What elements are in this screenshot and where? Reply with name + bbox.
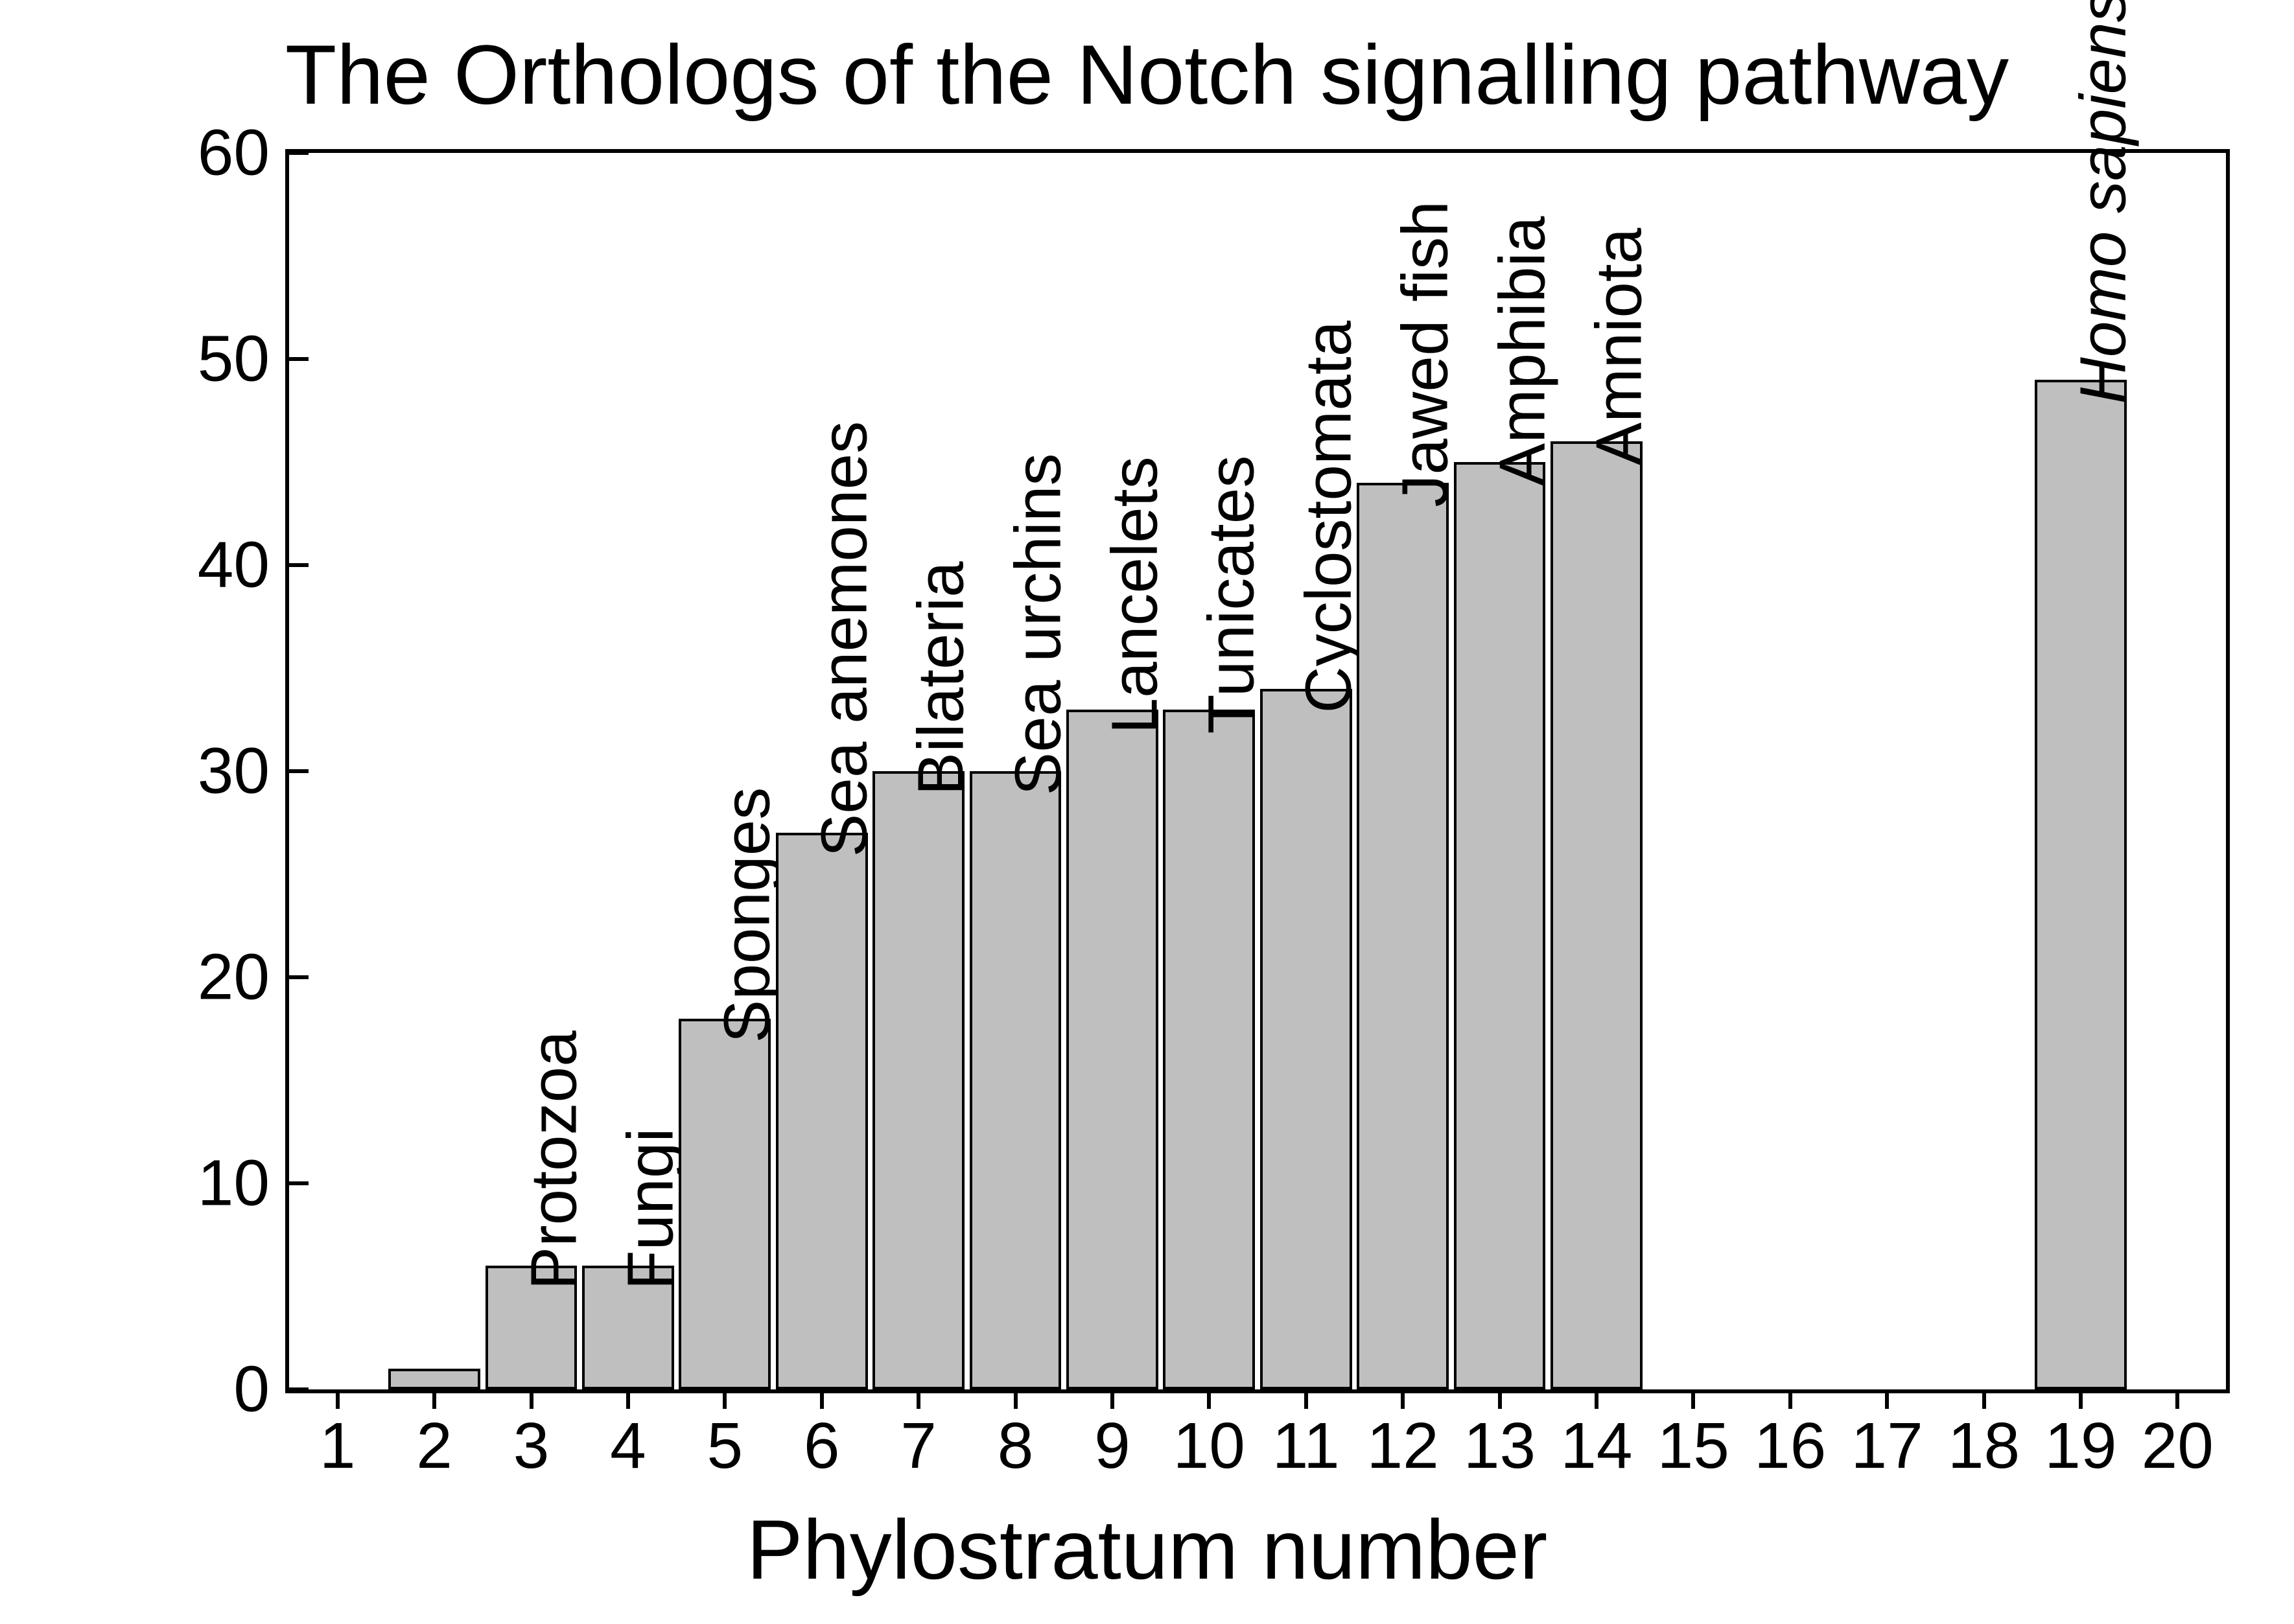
x-tick-mark (626, 1389, 630, 1409)
x-tick-mark (1304, 1389, 1308, 1409)
y-tick-label: 60 (198, 116, 289, 191)
x-tick-mark (723, 1389, 727, 1409)
y-tick-label: 10 (198, 1146, 289, 1221)
bar (388, 1369, 480, 1389)
y-tick-label: 0 (233, 1352, 289, 1427)
y-tick-mark (289, 1387, 309, 1391)
y-tick-mark (289, 151, 309, 155)
bar (679, 1019, 771, 1389)
bar-label: Homo sapiens (2066, 0, 2140, 404)
y-tick-mark (289, 975, 309, 979)
bar-label: Cyclostomata (1291, 321, 1366, 713)
y-tick-label: 40 (198, 528, 289, 603)
bar (1454, 462, 1546, 1389)
x-tick-mark (336, 1389, 340, 1409)
y-tick-label: 50 (198, 322, 289, 397)
x-tick-mark (1110, 1389, 1114, 1409)
x-tick-mark (1498, 1389, 1502, 1409)
x-tick-mark (1207, 1389, 1211, 1409)
x-tick-mark (1691, 1389, 1695, 1409)
x-tick-mark (1595, 1389, 1598, 1409)
bar-label: Jawed fish (1388, 201, 1463, 507)
bar-label: Tunicates (1195, 455, 1269, 734)
bar (1066, 710, 1158, 1389)
bar (872, 771, 965, 1389)
bar (1357, 483, 1449, 1389)
bar-label: Fungi (613, 1128, 688, 1290)
x-tick-mark (530, 1389, 533, 1409)
y-tick-mark (289, 1181, 309, 1185)
x-tick-mark (1788, 1389, 1792, 1409)
bar-label: Sponges (710, 787, 785, 1043)
x-tick-mark (2175, 1389, 2179, 1409)
x-tick-mark (1401, 1389, 1405, 1409)
plot-area: 0102030405060123456789101112131415161718… (285, 149, 2230, 1393)
bar (776, 833, 868, 1389)
x-tick-mark (432, 1389, 436, 1409)
bar-label: Lancelets (1097, 456, 1172, 734)
bar (1551, 441, 1643, 1389)
y-tick-mark (289, 769, 309, 773)
x-tick-mark (1982, 1389, 1986, 1409)
bar (2035, 380, 2127, 1389)
x-tick-mark (820, 1389, 824, 1409)
bar-label: Protozoa (517, 1030, 591, 1290)
chart-container: The Orthologs of the Notch signalling pa… (0, 0, 2294, 1624)
bar (970, 771, 1062, 1389)
x-tick-mark (2079, 1389, 2083, 1409)
bar (1163, 710, 1255, 1389)
y-tick-label: 30 (198, 734, 289, 809)
bar-label: Sea anemones (807, 421, 882, 857)
bar-label: Sea urchins (1001, 453, 1075, 795)
x-tick-mark (1885, 1389, 1889, 1409)
x-tick-mark (1014, 1389, 1018, 1409)
y-tick-mark (289, 563, 309, 567)
x-tick-mark (917, 1389, 920, 1409)
y-tick-label: 20 (198, 940, 289, 1015)
chart-title: The Orthologs of the Notch signalling pa… (0, 26, 2294, 123)
bar (1260, 689, 1352, 1389)
bar-label: Bilateria (904, 561, 979, 795)
bar-label: Amphibia (1485, 216, 1560, 487)
bar-label: Amniota (1582, 228, 1656, 466)
x-axis-label: Phylostratum number (0, 1501, 2294, 1598)
y-tick-mark (289, 357, 309, 361)
